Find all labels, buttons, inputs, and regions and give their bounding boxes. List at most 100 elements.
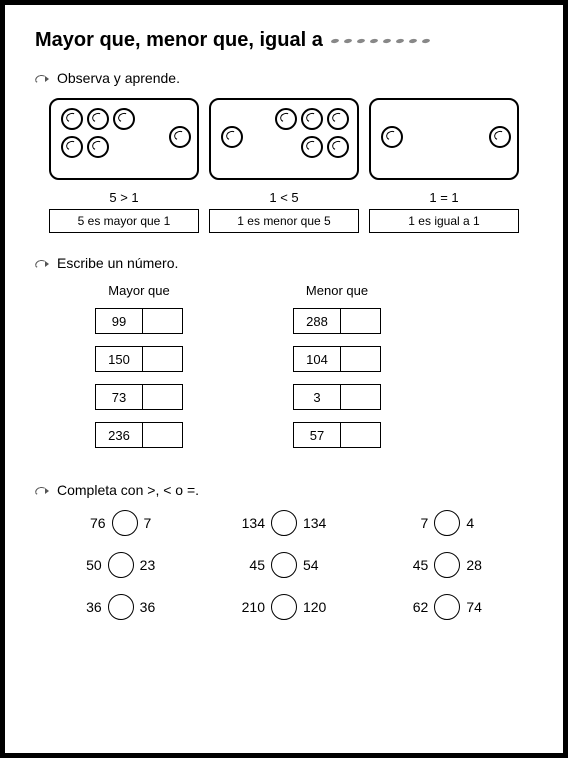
compare-circle-blank[interactable] [271, 594, 297, 620]
number-column: Menor que 288 104 3 57 [293, 283, 381, 460]
given-number: 57 [293, 422, 341, 448]
compare-left: 76 [90, 515, 106, 531]
compare-circle-blank[interactable] [271, 552, 297, 578]
compare-circle-blank[interactable] [434, 594, 460, 620]
compare-circle-blank[interactable] [434, 510, 460, 536]
compare-right: 74 [466, 599, 482, 615]
marble-box [369, 98, 519, 180]
compare-grid: 7671341347450234554452836362101206274 [35, 510, 533, 620]
comparison-expression: 1 < 5 [209, 186, 359, 209]
compare-item: 36 36 [39, 594, 202, 620]
column-label: Menor que [293, 283, 381, 298]
compare-right: 134 [303, 515, 326, 531]
answer-blank[interactable] [143, 346, 183, 372]
marble-icon [327, 108, 349, 130]
compare-item: 210 120 [202, 594, 365, 620]
number-row: 104 [293, 346, 381, 372]
compare-left: 210 [242, 599, 265, 615]
column-label: Mayor que [95, 283, 183, 298]
compare-left: 7 [421, 515, 429, 531]
section-heading-text: Observa y aprende. [57, 70, 180, 86]
compare-left: 134 [242, 515, 265, 531]
compare-circle-blank[interactable] [434, 552, 460, 578]
number-row: 57 [293, 422, 381, 448]
compare-left: 45 [249, 557, 265, 573]
answer-blank[interactable] [341, 422, 381, 448]
section-heading: Completa con >, < o =. [35, 482, 533, 498]
decorative-dots [331, 39, 430, 43]
number-row: 236 [95, 422, 183, 448]
given-number: 288 [293, 308, 341, 334]
number-row: 99 [95, 308, 183, 334]
marble-icon [87, 136, 109, 158]
answer-blank[interactable] [341, 308, 381, 334]
page-title: Mayor que, menor que, igual a [35, 29, 323, 52]
compare-left: 62 [413, 599, 429, 615]
compare-right: 7 [144, 515, 152, 531]
marble-box [49, 98, 199, 180]
marble-icon [61, 108, 83, 130]
marble-box [209, 98, 359, 180]
compare-circle-blank[interactable] [112, 510, 138, 536]
given-number: 104 [293, 346, 341, 372]
given-number: 99 [95, 308, 143, 334]
marble-icon [87, 108, 109, 130]
number-row: 73 [95, 384, 183, 410]
comparison-phrase: 5 es mayor que 1 [49, 209, 199, 233]
section-compare: Completa con >, < o =. 76713413474502345… [35, 482, 533, 620]
given-number: 73 [95, 384, 143, 410]
expression-row: 5 > 1 1 < 5 1 = 1 [35, 186, 533, 209]
compare-circle-blank[interactable] [108, 594, 134, 620]
comparison-expression: 1 = 1 [369, 186, 519, 209]
number-row: 288 [293, 308, 381, 334]
marble-icon [301, 136, 323, 158]
answer-blank[interactable] [341, 346, 381, 372]
compare-right: 4 [466, 515, 474, 531]
compare-item: 45 28 [366, 552, 529, 578]
bullet-icon [35, 73, 49, 83]
number-columns: Mayor que 99 150 73 236 Menor que 288 104 3 57 [35, 283, 533, 460]
compare-circle-blank[interactable] [271, 510, 297, 536]
compare-item: 5023 [39, 552, 202, 578]
title-row: Mayor que, menor que, igual a [35, 29, 533, 52]
compare-item: 62 74 [366, 594, 529, 620]
section-heading: Escribe un número. [35, 255, 533, 271]
compare-item: 74 [366, 510, 529, 536]
marble-icon [221, 126, 243, 148]
compare-right: 120 [303, 599, 326, 615]
answer-blank[interactable] [143, 384, 183, 410]
answer-blank[interactable] [143, 308, 183, 334]
compare-circle-blank[interactable] [108, 552, 134, 578]
section-heading-text: Escribe un número. [57, 255, 178, 271]
answer-blank[interactable] [143, 422, 183, 448]
given-number: 236 [95, 422, 143, 448]
comparison-phrase: 1 es menor que 5 [209, 209, 359, 233]
answer-blank[interactable] [341, 384, 381, 410]
compare-left: 45 [413, 557, 429, 573]
given-number: 150 [95, 346, 143, 372]
number-column: Mayor que 99 150 73 236 [95, 283, 183, 460]
marble-icon [327, 136, 349, 158]
marble-icon [169, 126, 191, 148]
marble-icon [489, 126, 511, 148]
comparison-phrase: 1 es igual a 1 [369, 209, 519, 233]
phrase-row: 5 es mayor que 1 1 es menor que 5 1 es igu… [35, 209, 533, 233]
number-row: 150 [95, 346, 183, 372]
bullet-icon [35, 258, 49, 268]
section-heading: Observa y aprende. [35, 70, 533, 86]
compare-right: 54 [303, 557, 319, 573]
section-heading-text: Completa con >, < o =. [57, 482, 199, 498]
worksheet-page: Mayor que, menor que, igual a Observa y … [0, 0, 568, 758]
marble-boxes-row [35, 98, 533, 180]
compare-left: 36 [86, 599, 102, 615]
marble-icon [61, 136, 83, 158]
compare-item: 45 54 [202, 552, 365, 578]
compare-left: 50 [86, 557, 102, 573]
comparison-expression: 5 > 1 [49, 186, 199, 209]
marble-icon [275, 108, 297, 130]
number-row: 3 [293, 384, 381, 410]
compare-right: 28 [466, 557, 482, 573]
compare-right: 36 [140, 599, 156, 615]
section-write-number: Escribe un número. Mayor que 99 150 73 236 Me… [35, 255, 533, 460]
bullet-icon [35, 485, 49, 495]
